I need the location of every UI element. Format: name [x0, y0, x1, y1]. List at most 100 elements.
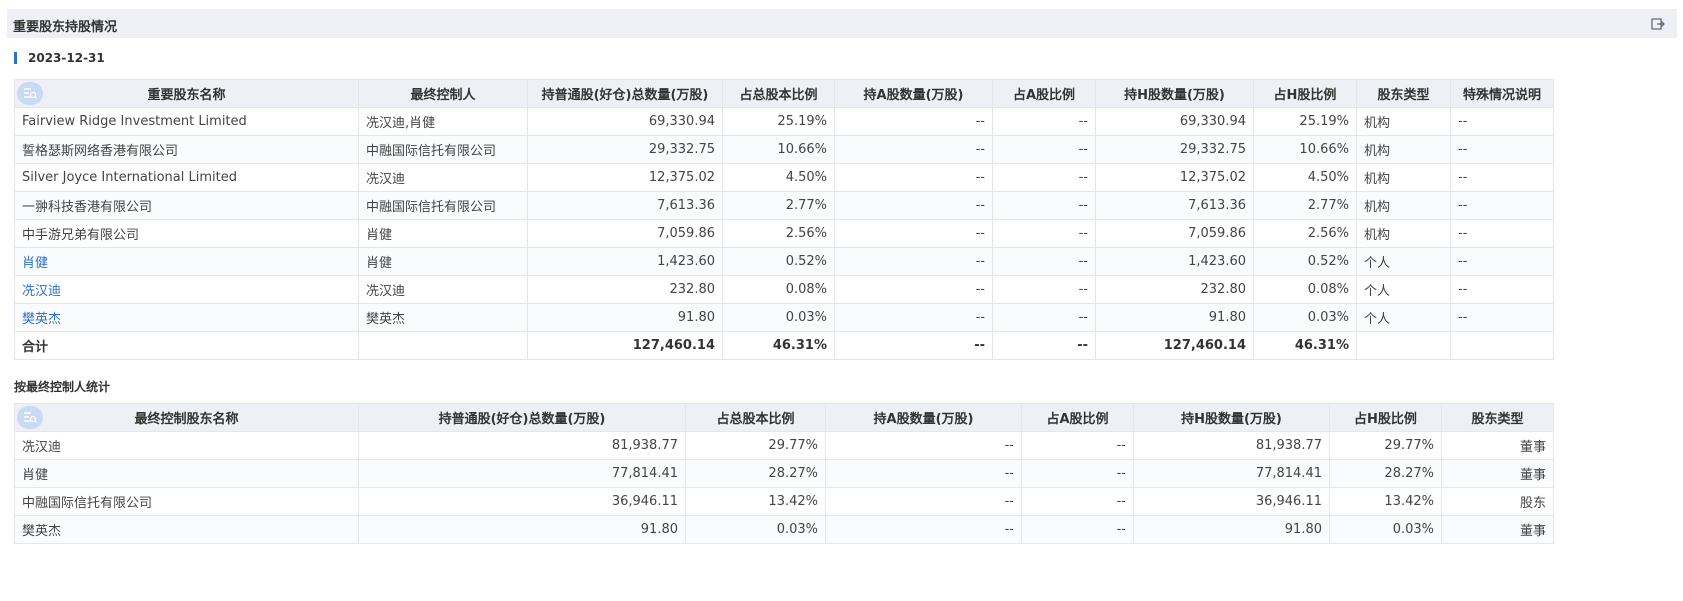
holder-type-cell: 机构 [1356, 219, 1451, 248]
total-shares-cell: 36,946.11 [358, 487, 686, 516]
panel-title: 重要股东持股情况 [13, 20, 118, 35]
col-header-h-ratio[interactable]: 占H股比例 [1329, 403, 1442, 432]
h-shares-cell: 232.80 [1095, 275, 1254, 304]
special-note-cell: -- [1450, 191, 1554, 220]
col-header-holder-type[interactable]: 股东类型 [1441, 403, 1554, 432]
total-ratio-cell: 28.27% [685, 459, 826, 488]
col-header-a-ratio[interactable]: 占A股比例 [1021, 403, 1134, 432]
special-note-cell: -- [1450, 219, 1554, 248]
shareholder-name-cell: Silver Joyce International Limited [14, 163, 359, 192]
a-shares-cell: -- [834, 247, 993, 276]
col-header-h-shares[interactable]: 持H股数量(万股) [1095, 79, 1254, 108]
h-ratio-cell: 0.03% [1329, 515, 1442, 544]
a-shares-cell: -- [834, 191, 993, 220]
holder-type-cell: 个人 [1356, 303, 1451, 332]
total-ratio-cell: 10.66% [722, 135, 835, 164]
col-header-h-shares[interactable]: 持H股数量(万股) [1133, 403, 1330, 432]
total-shares-cell: 7,059.86 [527, 219, 723, 248]
h-shares-cell: 77,814.41 [1133, 459, 1330, 488]
total-shares-cell: 91.80 [527, 303, 723, 332]
total-ratio-cell: 4.50% [722, 163, 835, 192]
h-ratio-cell: 0.08% [1253, 275, 1357, 304]
a-ratio-cell: -- [992, 331, 1096, 360]
col-header-h-ratio[interactable]: 占H股比例 [1253, 79, 1357, 108]
total-label-cell: 合计 [14, 331, 359, 360]
h-ratio-cell: 10.66% [1253, 135, 1357, 164]
total-ratio-cell: 2.56% [722, 219, 835, 248]
shareholder-name-cell[interactable]: 冼汉迪 [14, 275, 359, 304]
a-ratio-cell: -- [1021, 459, 1134, 488]
a-ratio-cell: -- [992, 135, 1096, 164]
col-header-controller-name[interactable]: 最终控制股东名称 [14, 403, 359, 432]
table-row: 誓格瑟斯网络香港有限公司 中融国际信托有限公司 29,332.75 10.66% -- -… [14, 135, 1554, 164]
col-header-special-note[interactable]: 特殊情况说明 [1450, 79, 1554, 108]
col-header-total-ratio[interactable]: 占总股本比例 [722, 79, 835, 108]
a-ratio-cell: -- [992, 163, 1096, 192]
col-header-label: 最终控制股东名称 [134, 412, 239, 427]
col-header-a-ratio[interactable]: 占A股比例 [992, 79, 1096, 108]
date-accent-bar [14, 52, 17, 64]
h-shares-cell: 69,330.94 [1095, 107, 1254, 136]
controller-name-cell: 冼汉迪 [14, 431, 359, 460]
table-row: 一翀科技香港有限公司 中融国际信托有限公司 7,613.36 2.77% -- -- 7,6… [14, 191, 1554, 220]
col-header-shareholder-name[interactable]: 重要股东名称 [14, 79, 359, 108]
total-ratio-cell: 2.77% [722, 191, 835, 220]
special-note-cell: -- [1450, 247, 1554, 276]
total-ratio-cell: 29.77% [685, 431, 826, 460]
col-header-a-shares[interactable]: 持A股数量(万股) [825, 403, 1022, 432]
h-shares-cell: 36,946.11 [1133, 487, 1330, 516]
column-settings-icon[interactable] [17, 406, 43, 429]
col-header-total-shares[interactable]: 持普通股(好仓)总数量(万股) [527, 79, 723, 108]
h-shares-cell: 91.80 [1095, 303, 1254, 332]
a-shares-cell: -- [825, 515, 1022, 544]
major-shareholders-table: 重要股东名称 最终控制人 持普通股(好仓)总数量(万股) 占总股本比例 持A股数… [14, 79, 1554, 360]
col-header-total-ratio[interactable]: 占总股本比例 [685, 403, 826, 432]
a-ratio-cell: -- [992, 275, 1096, 304]
h-shares-cell: 7,059.86 [1095, 219, 1254, 248]
shareholder-name-cell: 一翀科技香港有限公司 [14, 191, 359, 220]
total-shares-cell: 91.80 [358, 515, 686, 544]
holder-type-cell: 个人 [1356, 275, 1451, 304]
total-shares-cell: 7,613.36 [527, 191, 723, 220]
total-shares-cell: 1,423.60 [527, 247, 723, 276]
a-ratio-cell: -- [992, 191, 1096, 220]
holder-type-cell: 董事 [1441, 459, 1554, 488]
table-row: 中融国际信托有限公司 36,946.11 13.42% -- -- 36,946.11 13… [14, 487, 1554, 516]
col-header-holder-type[interactable]: 股东类型 [1356, 79, 1451, 108]
controller-cell: 冼汉迪 [358, 275, 528, 304]
h-ratio-cell: 29.77% [1329, 431, 1442, 460]
shareholder-name-cell: Fairview Ridge Investment Limited [14, 107, 359, 136]
h-ratio-cell: 28.27% [1329, 459, 1442, 488]
h-ratio-cell: 13.42% [1329, 487, 1442, 516]
total-shares-cell: 81,938.77 [358, 431, 686, 460]
col-header-controller[interactable]: 最终控制人 [358, 79, 528, 108]
a-shares-cell: -- [834, 303, 993, 332]
col-header-a-shares[interactable]: 持A股数量(万股) [834, 79, 993, 108]
shareholder-name-cell[interactable]: 肖健 [14, 247, 359, 276]
table-row: 樊英杰 樊英杰 91.80 0.03% -- -- 91.80 0.03% 个人 -- [14, 303, 1554, 332]
holder-type-cell: 机构 [1356, 163, 1451, 192]
total-shares-cell: 29,332.75 [527, 135, 723, 164]
table-header-row: 最终控制股东名称 持普通股(好仓)总数量(万股) 占总股本比例 持A股数量(万股… [14, 403, 1554, 432]
shareholder-name-cell: 中手游兄弟有限公司 [14, 219, 359, 248]
holder-type-cell: 机构 [1356, 191, 1451, 220]
controller-cell: 肖健 [358, 247, 528, 276]
empty-cell [1356, 331, 1451, 360]
total-ratio-cell: 13.42% [685, 487, 826, 516]
column-settings-icon[interactable] [17, 82, 43, 105]
h-ratio-cell: 25.19% [1253, 107, 1357, 136]
holder-type-cell: 机构 [1356, 135, 1451, 164]
col-header-label: 重要股东名称 [147, 88, 226, 103]
controller-cell: 中融国际信托有限公司 [358, 191, 528, 220]
a-shares-cell: -- [825, 459, 1022, 488]
a-ratio-cell: -- [992, 219, 1096, 248]
total-shares-cell: 69,330.94 [527, 107, 723, 136]
export-icon[interactable] [1651, 16, 1665, 30]
special-note-cell: -- [1450, 107, 1554, 136]
a-shares-cell: -- [825, 487, 1022, 516]
h-shares-cell: 91.80 [1133, 515, 1330, 544]
total-shares-cell: 232.80 [527, 275, 723, 304]
shareholder-name-cell[interactable]: 樊英杰 [14, 303, 359, 332]
controller-name-cell: 肖健 [14, 459, 359, 488]
col-header-total-shares[interactable]: 持普通股(好仓)总数量(万股) [358, 403, 686, 432]
